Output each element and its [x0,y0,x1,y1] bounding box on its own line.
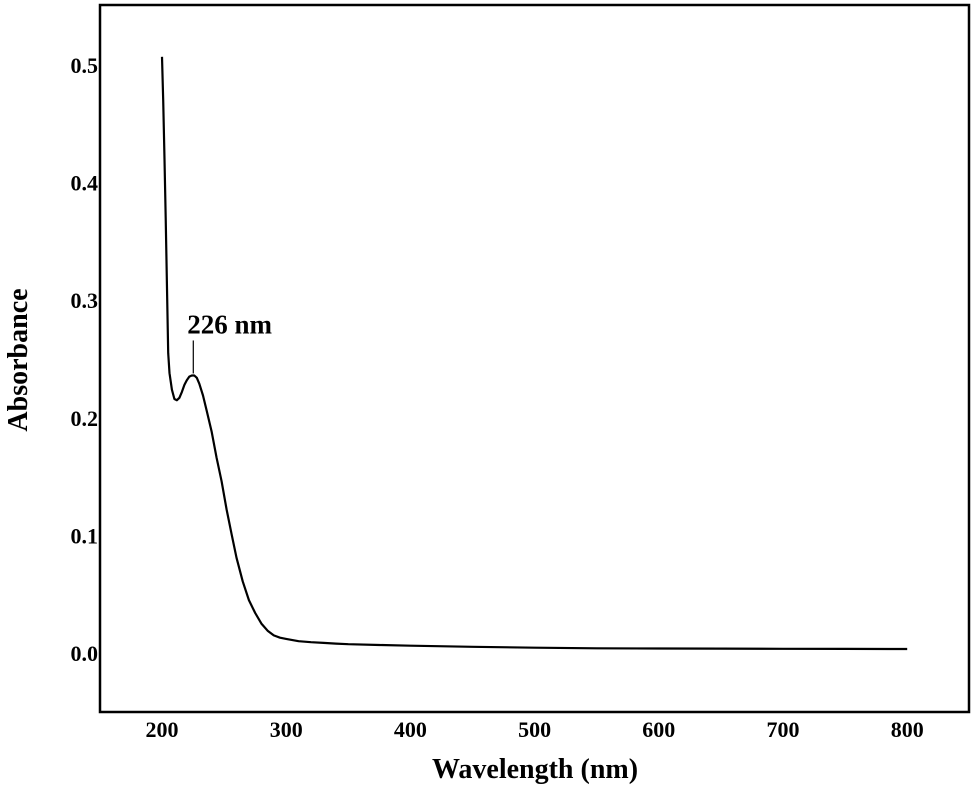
y-tick-label: 0.4 [71,171,99,196]
peak-annotation: 226 nm [187,309,272,339]
x-axis-tick-labels: 200 300 400 500 600 700 800 [146,717,924,742]
y-axis-tick-labels: 0.0 0.1 0.2 0.3 0.4 0.5 [71,53,99,666]
x-tick-label: 300 [270,717,303,742]
x-axis-title: Wavelength (nm) [432,754,638,785]
x-tick-label: 800 [891,717,924,742]
x-tick-label: 600 [642,717,675,742]
x-tick-label: 700 [767,717,800,742]
spectrum-line [160,56,908,651]
x-tick-label: 200 [146,717,179,742]
y-tick-label: 0.2 [71,406,99,431]
y-tick-label: 0.0 [71,641,99,666]
x-tick-label: 400 [394,717,427,742]
y-axis-title: Absorbance [3,288,34,431]
plot-frame [98,3,971,714]
y-tick-label: 0.5 [71,53,99,78]
y-tick-label: 0.1 [71,523,99,548]
y-tick-label: 0.3 [71,288,99,313]
x-tick-label: 500 [518,717,551,742]
